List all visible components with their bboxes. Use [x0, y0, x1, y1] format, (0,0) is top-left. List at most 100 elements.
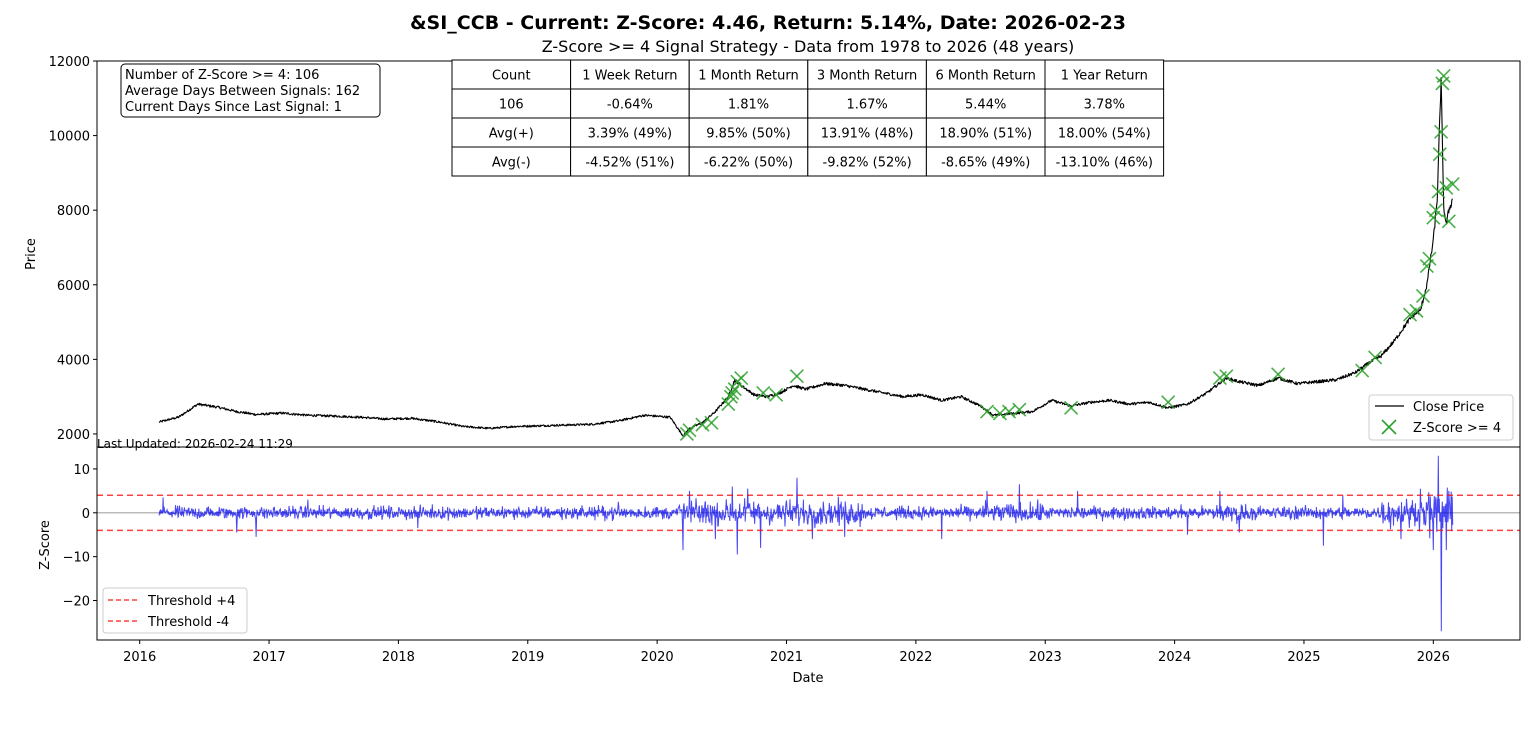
x-tick-label: 2024 [1158, 650, 1191, 665]
table-cell: 13.91% (48%) [807, 117, 927, 148]
zscore-signal-marker [734, 370, 749, 386]
price-y-tick-label: 10000 [49, 130, 90, 145]
table-cell: 3 Month Return [807, 59, 927, 90]
svg-text:-13.10% (46%): -13.10% (46%) [1056, 156, 1153, 171]
table-cell: -8.65% (49%) [925, 146, 1046, 177]
zscore-signal-marker [721, 397, 736, 412]
x-tick-label: 2021 [770, 650, 803, 665]
svg-text:18.00% (54%): 18.00% (54%) [1058, 127, 1151, 142]
legend-threshold-pos: Threshold +4 [147, 594, 235, 609]
table-cell: 1.67% [807, 88, 927, 119]
zscore-signal-marker [1355, 363, 1370, 378]
zscore-y-tick-label: −10 [63, 551, 90, 566]
zscore-signal-marker [1441, 214, 1456, 229]
zscore-signal-marker [1445, 177, 1460, 192]
price-y-tick-label: 6000 [57, 279, 90, 294]
svg-text:-8.65% (49%): -8.65% (49%) [941, 156, 1030, 171]
zscore-signal-marker [1368, 350, 1383, 365]
zscore-signal-marker [1436, 68, 1451, 83]
svg-text:3.39% (49%): 3.39% (49%) [588, 127, 672, 142]
zscore-signal-marker [727, 382, 742, 397]
price-panel: 2000 4000 6000 8000 10000 12000 Price [24, 55, 1521, 448]
svg-text:106: 106 [499, 98, 524, 113]
zscore-signal-marker [1432, 147, 1447, 162]
zscore-signal-marker [1219, 369, 1234, 384]
svg-text:9.85% (50%): 9.85% (50%) [706, 127, 790, 142]
zscore-line [158, 455, 1454, 632]
zscore-signal-marker [1064, 400, 1079, 415]
x-tick-label: 2018 [382, 650, 415, 665]
zscore-signal-marker [1161, 395, 1176, 410]
zscore-legend: Threshold +4 Threshold -4 [102, 587, 248, 634]
zscore-signal-marker [1426, 210, 1441, 225]
zscore-signal-marker [704, 415, 719, 430]
zscore-signal-marker [695, 417, 710, 432]
svg-text:1.81%: 1.81% [728, 98, 769, 113]
x-tick-label: 2022 [899, 650, 932, 665]
zscore-signal-marker [1415, 288, 1431, 304]
x-tick-label: 2019 [511, 650, 544, 665]
zscore-legend-frame [102, 587, 248, 634]
table-cell: 9.85% (50%) [688, 117, 809, 148]
zscore-signal-marker [1012, 402, 1027, 417]
svg-text:1 Year Return: 1 Year Return [1061, 69, 1148, 84]
table-cell: 1.81% [688, 88, 809, 119]
table-cell: 1 Month Return [688, 59, 809, 90]
zscore-signal-marker [1434, 124, 1449, 139]
stats-table: Count 1 Week Return 1 Month Return 3 Month … [451, 59, 1165, 177]
x-axis-ticks: 2016 2017 2018 2019 2020 2021 2022 2023 2024 2025… [123, 640, 1450, 665]
zscore-panel: 10 0 −10 −20 Z-Score [38, 446, 1521, 641]
table-cell: 18.90% (51%) [925, 117, 1046, 148]
svg-text:1 Week Return: 1 Week Return [582, 69, 677, 84]
price-y-tick-label: 2000 [57, 428, 90, 443]
svg-text:Avg(-): Avg(-) [492, 156, 531, 171]
table-cell: 18.00% (54%) [1044, 117, 1165, 148]
zscore-y-ticks: 10 0 −10 −20 [63, 463, 97, 610]
info-box-frame [120, 63, 381, 118]
svg-text:-0.64%: -0.64% [607, 98, 653, 113]
price-y-tick-label: 12000 [49, 55, 90, 70]
zscore-signal-marker [1271, 367, 1286, 382]
zscore-y-tick-label: 0 [82, 507, 90, 522]
legend-threshold-neg: Threshold -4 [147, 615, 229, 630]
table-cell: -6.22% (50%) [688, 146, 809, 177]
zscore-y-axis-label: Z-Score [38, 520, 53, 570]
x-axis-label: Date [792, 671, 823, 686]
x-tick-label: 2020 [641, 650, 674, 665]
zscore-signal-marker [1431, 184, 1446, 199]
price-y-axis-label: Price [24, 238, 39, 270]
legend-x-marker-icon [1381, 419, 1397, 435]
x-tick-label: 2023 [1029, 650, 1062, 665]
svg-text:5.44%: 5.44% [965, 98, 1006, 113]
zscore-axes-frame [96, 446, 1521, 641]
zscore-signal-marker [769, 387, 784, 402]
table-cell: Avg(+) [451, 117, 572, 148]
zscore-signal-marker [723, 389, 738, 404]
svg-text:1.67%: 1.67% [846, 98, 887, 113]
table-cell: 1 Year Return [1044, 59, 1165, 90]
zscore-signal-marker [1428, 203, 1443, 218]
zscore-signal-marker [1419, 259, 1434, 274]
zscore-signal-marker [1402, 307, 1418, 322]
svg-text:13.91% (48%): 13.91% (48%) [821, 127, 914, 142]
table-cell: -9.82% (52%) [807, 146, 927, 177]
zscore-signal-marker [979, 404, 995, 419]
info-avg-days: Average Days Between Signals: 162 [125, 84, 360, 99]
table-cell: 1 Week Return [570, 59, 690, 90]
zscore-signal-marker [1422, 251, 1437, 266]
legend-close-price: Close Price [1413, 400, 1484, 415]
svg-text:3 Month Return: 3 Month Return [817, 69, 917, 84]
svg-text:Count: Count [492, 69, 531, 84]
zscore-signal-marker [992, 406, 1008, 421]
table-cell: 5.44% [925, 88, 1046, 119]
info-days-since: Current Days Since Last Signal: 1 [125, 100, 342, 115]
x-tick-label: 2025 [1287, 650, 1320, 665]
last-updated-text: Last Updated: 2026-02-24 11:29 [97, 437, 293, 451]
svg-text:-4.52% (51%): -4.52% (51%) [585, 156, 674, 171]
price-y-ticks: 2000 4000 6000 8000 10000 12000 [49, 55, 97, 443]
x-tick-label: 2016 [123, 650, 156, 665]
svg-text:3.78%: 3.78% [1084, 98, 1125, 113]
svg-text:6 Month Return: 6 Month Return [935, 69, 1035, 84]
table-cell: 3.39% (49%) [570, 117, 690, 148]
